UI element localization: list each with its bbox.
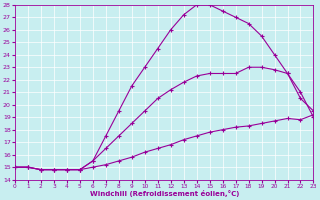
X-axis label: Windchill (Refroidissement éolien,°C): Windchill (Refroidissement éolien,°C)	[90, 190, 239, 197]
